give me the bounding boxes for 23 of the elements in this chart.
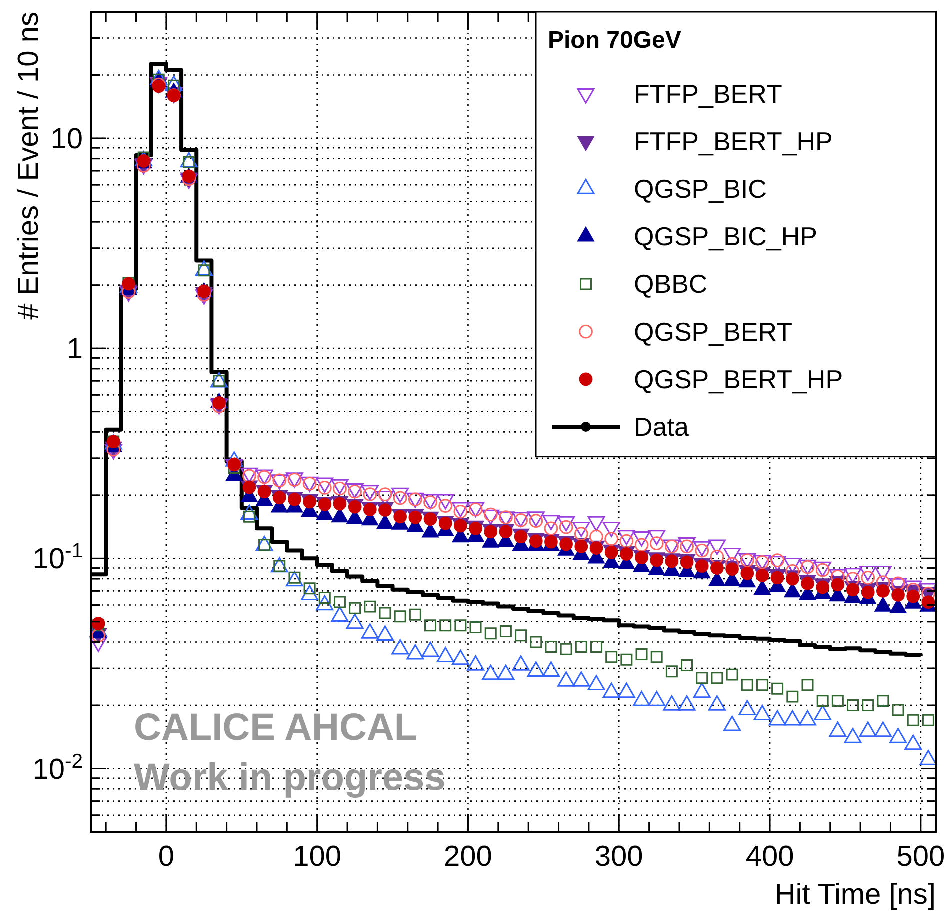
x-tick-label: 0 [158,841,175,873]
legend-title: Pion 70GeV [548,27,682,54]
x-tick-label: 100 [293,841,342,873]
x-tick-label: 200 [444,841,492,873]
legend-label: QBBC [634,269,708,300]
legend-label: Data [634,412,690,442]
annotation: CALICE AHCAL [134,707,418,749]
y-tick-label: 10$^{-1}$ [32,540,83,576]
legend-label: FTFP_BERT_HP [634,126,833,156]
legend-label: QGSP_BERT [634,316,793,347]
x-axis-title: Hit Time [ns] [774,879,936,911]
y-tick-label: 10 [50,123,83,156]
x-tick-label: 400 [746,841,794,873]
annotation: Work in progress [134,757,446,799]
x-tick-label: 300 [594,841,644,873]
y-axis-title: # Entries / Event / 10 ns [13,12,45,320]
legend-label: QGSP_BERT_HP [634,364,844,394]
legend-label: FTFP_BERT [634,78,782,109]
legend-label: QGSP_BIC [634,174,767,204]
legend-label: QGSP_BIC_HP [634,222,818,252]
x-tick-label: 500 [896,841,946,873]
y-tick-label: 10$^{-2}$ [32,750,83,786]
y-tick-label: 1 [66,334,83,366]
